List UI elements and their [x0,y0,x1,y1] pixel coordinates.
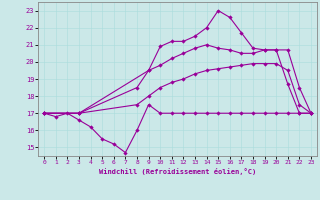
X-axis label: Windchill (Refroidissement éolien,°C): Windchill (Refroidissement éolien,°C) [99,168,256,175]
